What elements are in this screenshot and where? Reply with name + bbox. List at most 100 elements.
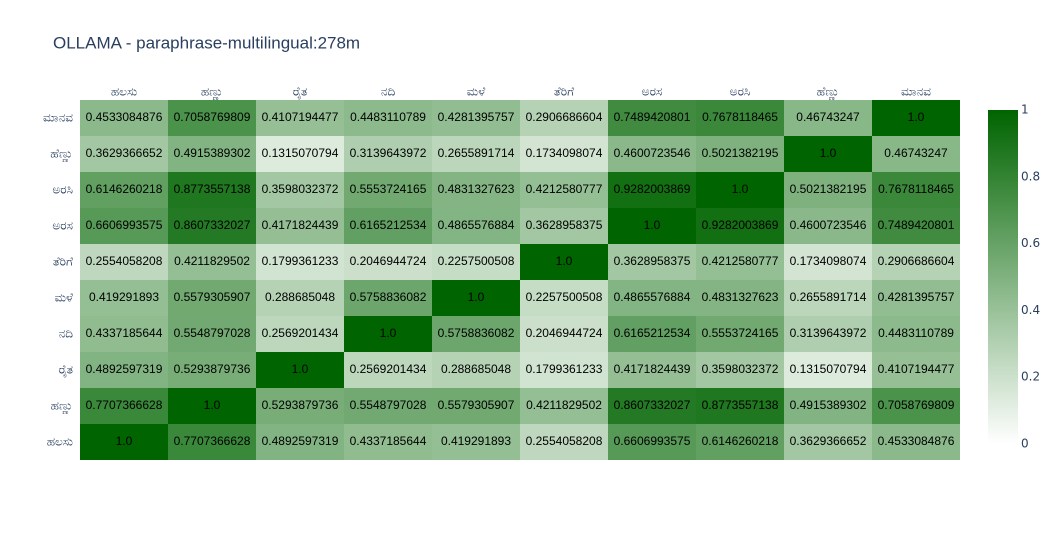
cell-label: 1.0 — [292, 362, 309, 376]
heatmap-cell — [256, 388, 344, 424]
cell-label: 0.5293879736 — [262, 398, 339, 412]
x-tick-label: ರೈತ — [293, 85, 307, 100]
heatmap-cell — [344, 316, 432, 352]
heatmap-cell — [80, 388, 168, 424]
heatmap-cell — [608, 424, 696, 460]
cell-label: 0.4171824439 — [614, 362, 691, 376]
cell-label: 0.7058769809 — [174, 110, 251, 124]
heatmap-cell — [872, 280, 960, 316]
heatmap-cell — [432, 280, 520, 316]
heatmap-cell — [168, 100, 256, 136]
cell-label: 0.4831327623 — [438, 182, 515, 196]
cell-label: 0.2569201434 — [350, 362, 427, 376]
heatmap-cell — [520, 424, 608, 460]
y-tick-label: ನದಿ — [59, 327, 74, 341]
cell-label: 0.6146260218 — [702, 434, 779, 448]
cell-label: 0.4211829502 — [174, 254, 250, 268]
cell-label: 0.4337185644 — [86, 326, 163, 340]
heatmap-cell — [608, 172, 696, 208]
cell-label: 0.7707366628 — [174, 434, 251, 448]
heatmap-cell — [256, 172, 344, 208]
cell-label: 0.46743247 — [884, 146, 948, 160]
heatmap-cell — [784, 244, 872, 280]
heatmap-cell — [256, 424, 344, 460]
cell-label: 0.4107194477 — [262, 110, 339, 124]
heatmap-cell — [344, 280, 432, 316]
heatmap-cell — [872, 424, 960, 460]
cell-label: 0.5293879736 — [174, 362, 251, 376]
heatmap-cell — [872, 208, 960, 244]
heatmap-cell — [344, 352, 432, 388]
cell-label: 1.0 — [644, 218, 661, 232]
heatmap-cell — [696, 424, 784, 460]
cell-label: 0.4831327623 — [702, 290, 779, 304]
cell-label: 0.419291893 — [89, 290, 159, 304]
heatmap-cell — [432, 208, 520, 244]
x-tick-label: ಅರಸಿ — [730, 85, 751, 99]
cell-label: 0.8773557138 — [702, 398, 779, 412]
cell-label: 1.0 — [204, 398, 221, 412]
x-tick-label: ಹಣ್ಣು — [201, 85, 223, 101]
heatmap-cell — [784, 352, 872, 388]
heatmap-cell — [872, 172, 960, 208]
heatmap-cell — [696, 208, 784, 244]
cell-label: 0.2554058208 — [86, 254, 163, 268]
cell-label: 0.419291893 — [441, 434, 511, 448]
cell-label: 0.5758836082 — [350, 290, 427, 304]
cell-label: 0.7678118465 — [702, 110, 778, 124]
heatmap-cell — [80, 280, 168, 316]
cell-label: 0.1315070794 — [790, 362, 867, 376]
cell-label: 1.0 — [468, 290, 485, 304]
heatmap-cell — [168, 352, 256, 388]
heatmap-cell — [520, 352, 608, 388]
heatmap-cell — [344, 100, 432, 136]
cell-label: 0.2257500508 — [438, 254, 515, 268]
cell-label: 0.8607332027 — [174, 218, 251, 232]
heatmap-cell — [80, 136, 168, 172]
cell-label: 0.2569201434 — [262, 326, 339, 340]
y-tick-label: ಹಲಸು — [47, 435, 73, 449]
cell-label: 1.0 — [380, 326, 397, 340]
heatmap-cell — [256, 244, 344, 280]
cell-label: 0.5021382195 — [702, 146, 779, 160]
heatmap-cell — [696, 172, 784, 208]
cell-label: 0.4865576884 — [614, 290, 691, 304]
heatmap-cell — [696, 316, 784, 352]
cell-label: 0.4281395757 — [878, 290, 955, 304]
cell-label: 0.7489420801 — [614, 110, 691, 124]
colorbar-tick-label: 0.4 — [1021, 303, 1040, 317]
x-tick-label: ಹೆಣ್ಣು — [817, 85, 840, 101]
cell-label: 0.1799361233 — [262, 254, 339, 268]
heatmap-cell — [256, 352, 344, 388]
heatmap-cell — [80, 172, 168, 208]
heatmap-cell — [520, 388, 608, 424]
cell-label: 0.6606993575 — [86, 218, 163, 232]
heatmap-cell — [344, 244, 432, 280]
cell-label: 0.5579305907 — [438, 398, 515, 412]
cell-label: 0.4533084876 — [878, 434, 955, 448]
cell-label: 0.3628958375 — [614, 254, 691, 268]
colorbar-tick-label: 0.2 — [1021, 370, 1040, 384]
cell-label: 0.2655891714 — [790, 290, 867, 304]
heatmap-cell — [168, 280, 256, 316]
cell-label: 0.5553724165 — [702, 326, 779, 340]
cell-label: 0.1799361233 — [526, 362, 603, 376]
colorbar — [988, 110, 1018, 444]
heatmap-cell — [432, 100, 520, 136]
cell-label: 0.5021382195 — [790, 182, 867, 196]
heatmap-cell — [608, 388, 696, 424]
heatmap-cell — [432, 316, 520, 352]
heatmap-cell — [256, 100, 344, 136]
cell-label: 0.1315070794 — [262, 146, 339, 160]
heatmap-cell — [168, 388, 256, 424]
heatmap-cell — [256, 280, 344, 316]
heatmap-cell — [432, 352, 520, 388]
cell-label: 0.6165212534 — [350, 218, 427, 232]
heatmap-cell — [784, 424, 872, 460]
cell-label: 0.4337185644 — [350, 434, 427, 448]
heatmap-cell — [696, 136, 784, 172]
cell-label: 0.4281395757 — [438, 110, 515, 124]
heatmap-cell — [168, 424, 256, 460]
cell-label: 1.0 — [908, 110, 925, 124]
cell-label: 0.7707366628 — [86, 398, 163, 412]
